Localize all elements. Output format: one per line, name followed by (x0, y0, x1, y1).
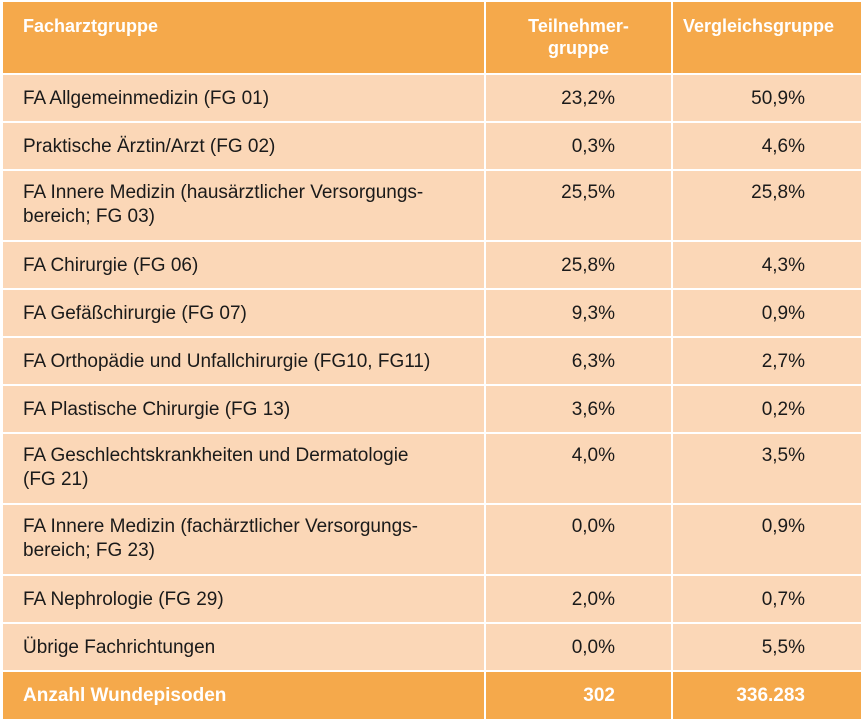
row-name-line1: FA Orthopädie und Unfallchirurgie (FG10,… (23, 351, 431, 372)
table-row: FA Geschlechtskrankheiten und Dermatolog… (1, 432, 862, 505)
row-name-line1: FA Nephrologie (FG 29) (23, 589, 224, 610)
row-name-line1: FA Gefäßchirurgie (FG 07) (23, 303, 247, 324)
row-participants-value: 25,5% (484, 169, 673, 242)
row-comparison-value: 25,8% (671, 169, 862, 242)
row-comparison-value: 5,5% (671, 622, 862, 672)
header-specialist-group: Facharztgruppe (1, 0, 486, 75)
row-name: FA Geschlechtskrankheiten und Dermatolog… (1, 432, 486, 505)
row-comparison-value: 0,9% (671, 288, 862, 338)
row-name: FA Plastische Chirurgie (FG 13) (1, 384, 486, 434)
row-name-line2: (FG 21) (23, 469, 89, 490)
row-comparison-value: 0,7% (671, 574, 862, 624)
row-name-line2: bereich; FG 23) (23, 540, 155, 561)
table-row: Praktische Ärztin/Arzt (FG 02) 0,3% 4,6% (1, 121, 862, 171)
row-name: FA Innere Medizin (hausärztlicher Versor… (1, 169, 486, 242)
row-comparison-value: 50,9% (671, 73, 862, 123)
row-participants-value: 2,0% (484, 574, 673, 624)
row-name-line1: FA Plastische Chirurgie (FG 13) (23, 399, 291, 420)
row-name-line1: Praktische Ärztin/Arzt (FG 02) (23, 136, 276, 157)
row-name-line1: FA Innere Medizin (hausärztlicher Versor… (23, 182, 424, 203)
row-name-line1: FA Innere Medizin (fachärztlicher Versor… (23, 516, 418, 537)
row-participants-value: 0,0% (484, 503, 673, 576)
table-row: Übrige Fachrichtungen 0,0% 5,5% (1, 622, 862, 672)
row-comparison-value: 2,7% (671, 336, 862, 386)
table-row: FA Orthopädie und Unfallchirurgie (FG10,… (1, 336, 862, 386)
footer-participants-total: 302 (484, 670, 673, 721)
row-name-line2: bereich; FG 03) (23, 206, 155, 227)
row-participants-value: 0,0% (484, 622, 673, 672)
header-comparison-group: Vergleichsgruppe (671, 0, 862, 75)
row-participants-value: 9,3% (484, 288, 673, 338)
row-comparison-value: 4,6% (671, 121, 862, 171)
row-name: FA Allgemeinmedizin (FG 01) (1, 73, 486, 123)
row-participants-value: 4,0% (484, 432, 673, 505)
row-name-line1: Übrige Fachrichtungen (23, 637, 216, 658)
footer-row: Anzahl Wundepisoden 302 336.283 (1, 670, 862, 721)
row-name-line1: FA Geschlechtskrankheiten und Dermatolog… (23, 445, 409, 466)
table-row: FA Gefäßchirurgie (FG 07) 9,3% 0,9% (1, 288, 862, 338)
table-row: FA Chirurgie (FG 06) 25,8% 4,3% (1, 240, 862, 290)
table-row: FA Allgemeinmedizin (FG 01) 23,2% 50,9% (1, 73, 862, 123)
table-row: FA Innere Medizin (hausärztlicher Versor… (1, 169, 862, 242)
footer-label: Anzahl Wundepisoden (1, 670, 486, 721)
row-participants-value: 3,6% (484, 384, 673, 434)
row-name: Praktische Ärztin/Arzt (FG 02) (1, 121, 486, 171)
row-name: FA Chirurgie (FG 06) (1, 240, 486, 290)
header-row: Facharztgruppe Teilnehmer-gruppe Verglei… (1, 0, 862, 75)
row-name: FA Orthopädie und Unfallchirurgie (FG10,… (1, 336, 486, 386)
row-name: Übrige Fachrichtungen (1, 622, 486, 672)
row-participants-value: 6,3% (484, 336, 673, 386)
row-participants-value: 23,2% (484, 73, 673, 123)
row-participants-value: 0,3% (484, 121, 673, 171)
table-row: FA Nephrologie (FG 29) 2,0% 0,7% (1, 574, 862, 624)
row-comparison-value: 4,3% (671, 240, 862, 290)
row-participants-value: 25,8% (484, 240, 673, 290)
row-comparison-value: 0,2% (671, 384, 862, 434)
footer-comparison-total: 336.283 (671, 670, 862, 721)
row-name-line1: FA Chirurgie (FG 06) (23, 255, 199, 276)
row-name: FA Innere Medizin (fachärztlicher Versor… (1, 503, 486, 576)
header-participant-line2: gruppe (548, 38, 609, 58)
table-row: FA Plastische Chirurgie (FG 13) 3,6% 0,2… (1, 384, 862, 434)
header-participant-line1: Teilnehmer- (528, 16, 629, 36)
row-name: FA Nephrologie (FG 29) (1, 574, 486, 624)
row-comparison-value: 3,5% (671, 432, 862, 505)
table-row: FA Innere Medizin (fachärztlicher Versor… (1, 503, 862, 576)
row-comparison-value: 0,9% (671, 503, 862, 576)
header-participant-group: Teilnehmer-gruppe (484, 0, 673, 75)
row-name-line1: FA Allgemeinmedizin (FG 01) (23, 88, 270, 109)
row-name: FA Gefäßchirurgie (FG 07) (1, 288, 486, 338)
